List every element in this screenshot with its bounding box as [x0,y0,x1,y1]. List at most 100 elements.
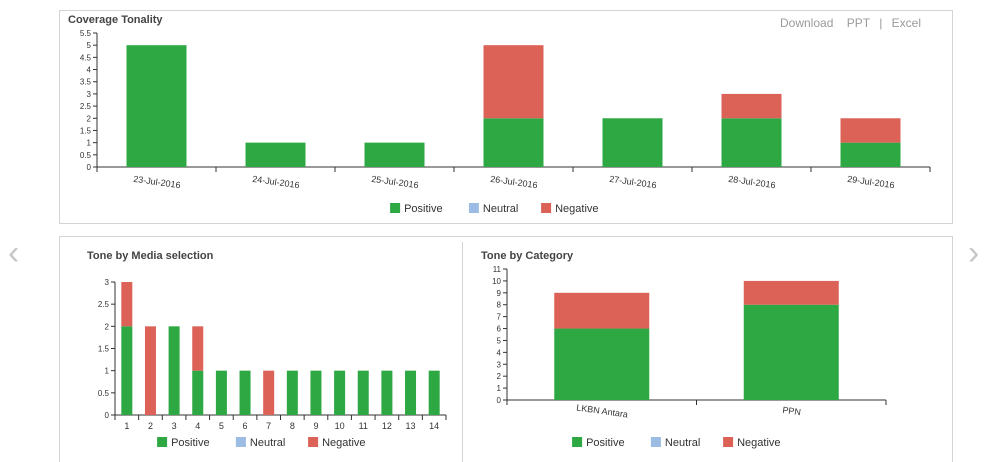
y-tick-label: 9 [497,289,502,298]
x-tick-label: 23-Jul-2016 [133,174,181,191]
legend-label: Positive [171,437,210,449]
x-tick-label: 29-Jul-2016 [847,174,895,191]
bar-positive [428,370,440,415]
y-tick-label: 4 [87,66,92,75]
bar-positive [554,328,650,400]
x-tick-label: 8 [290,421,295,431]
bar-positive [357,370,369,415]
bar-positive [310,370,322,415]
y-tick-label: 3.5 [80,78,92,87]
bar-negative [263,370,275,415]
bar-negative [483,45,544,119]
bar-positive [743,304,839,400]
y-tick-label: 2 [497,372,502,381]
panel-divider [462,242,463,462]
y-tick-label: 4 [497,348,502,357]
bar-negative [840,118,901,143]
bar-positive [286,370,298,415]
y-tick-label: 5.5 [80,29,92,38]
bar-negative [721,93,782,119]
bar-positive [602,118,663,167]
y-tick-label: 1 [87,139,92,148]
legend-swatch-neutral [650,437,661,447]
bar-negative [121,282,133,327]
y-tick-label: 2 [87,114,92,123]
y-tick-label: 0 [497,396,502,405]
y-tick-label: 2.5 [80,102,92,111]
bar-negative [554,292,650,329]
legend-swatch-negative [308,437,319,447]
y-tick-label: 5 [87,41,92,50]
legend-label: Negative [555,203,598,215]
x-tick-label: PPN [782,405,802,417]
y-tick-label: 4.5 [80,53,92,62]
y-tick-label: 5 [497,336,502,345]
y-tick-label: 10 [492,277,501,286]
y-tick-label: 11 [493,265,502,274]
x-tick-label: 7 [266,421,271,431]
legend-label: Negative [737,437,780,449]
x-tick-label: 24-Jul-2016 [252,174,300,191]
y-tick-label: 1 [105,367,110,376]
y-tick-label: 1.5 [98,345,110,354]
legend-swatch-positive [390,203,401,213]
bar-positive [126,45,187,167]
bar-negative [144,326,156,415]
bar-positive [721,118,782,167]
y-tick-label: 2.5 [98,300,110,309]
ppt-link[interactable]: PPT [846,16,870,30]
download-link[interactable]: Download [780,16,834,30]
y-tick-label: 0 [105,411,110,420]
legend-label: Negative [322,437,365,449]
bar-positive [168,326,180,415]
bar-positive [381,370,393,415]
x-tick-label: 2 [148,421,153,431]
x-tick-label: 12 [382,421,392,431]
bar-positive [245,142,306,167]
x-tick-label: 5 [219,421,224,431]
x-tick-label: 3 [172,421,177,431]
x-tick-label: 4 [195,421,200,431]
legend-swatch-negative [723,437,734,447]
toolbar-separator: | [879,16,883,30]
legend-label: Positive [586,437,625,449]
y-tick-label: 0.5 [80,151,92,160]
legend-swatch-negative [541,203,552,213]
y-tick-label: 1 [497,384,502,393]
bar-positive [840,142,901,167]
chart-title-category: Tone by Category [481,250,574,262]
y-tick-label: 1.5 [80,126,92,135]
export-toolbar: Download PPT | Excel [780,16,921,30]
x-tick-label: 9 [313,421,318,431]
x-tick-label: LKBN Antara [576,402,629,419]
legend-swatch-neutral [468,203,479,213]
chevron-left-icon[interactable]: ‹ [8,234,20,272]
chart-title-coverage: Coverage Tonality [68,14,163,26]
excel-link[interactable]: Excel [891,16,921,30]
bar-positive [483,118,544,167]
y-tick-label: 7 [497,313,502,322]
y-tick-label: 2 [105,322,110,331]
y-tick-label: 6 [497,325,502,334]
bar-negative [743,280,839,305]
x-tick-label: 11 [359,421,368,431]
chart-title-media: Tone by Media selection [87,250,214,262]
x-tick-label: 25-Jul-2016 [371,174,419,191]
bar-positive [215,370,227,415]
bar-positive [121,326,133,415]
y-tick-label: 3 [105,278,110,287]
x-tick-label: 13 [406,421,416,431]
legend-label: Neutral [665,437,700,449]
x-tick-label: 6 [243,421,248,431]
x-tick-label: 28-Jul-2016 [728,174,776,191]
legend-label: Positive [404,203,443,215]
chevron-right-icon[interactable]: › [968,234,980,272]
x-tick-label: 27-Jul-2016 [609,174,657,191]
y-tick-label: 0.5 [98,389,110,398]
legend-label: Neutral [483,203,518,215]
bar-positive [334,370,346,415]
bar-positive [192,370,204,415]
y-tick-label: 3 [497,360,502,369]
legend-swatch-neutral [235,437,246,447]
